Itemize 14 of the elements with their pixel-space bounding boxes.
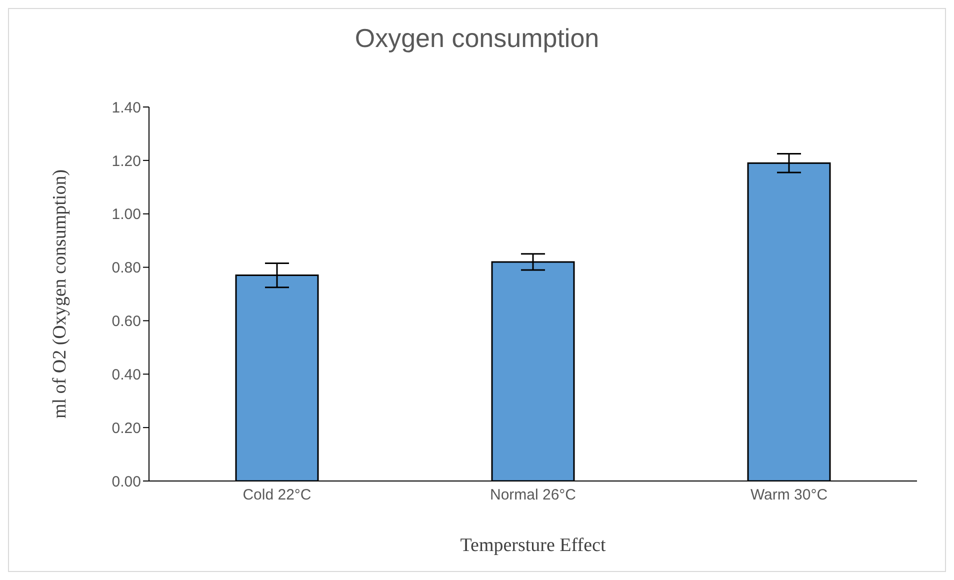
- x-tick-label: Warm 30°C: [750, 486, 828, 504]
- y-tick-label: 0.20: [112, 420, 141, 437]
- y-tick-label: 0.00: [112, 473, 141, 490]
- y-tick-label: 1.20: [112, 152, 141, 170]
- y-tick-label: 1.40: [112, 99, 141, 116]
- y-tick-label: 1.00: [112, 206, 141, 224]
- x-axis-title: Tempersture Effect: [460, 535, 606, 556]
- y-axis-title: ml of O2 (Oxygen consumption): [50, 169, 71, 419]
- x-tick-label: Cold 22°C: [242, 486, 312, 504]
- y-tick-label: 0.40: [112, 366, 141, 384]
- chart-title: Oxygen consumption: [354, 23, 600, 54]
- y-tick-label: 0.80: [112, 260, 141, 277]
- x-tick-label: Normal 26°C: [490, 486, 576, 504]
- y-tick-label: 0.60: [112, 313, 141, 330]
